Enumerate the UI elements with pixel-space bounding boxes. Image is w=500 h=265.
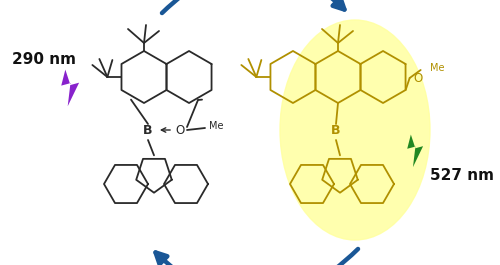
- Text: 527 nm: 527 nm: [430, 167, 494, 183]
- Text: Me: Me: [209, 121, 223, 131]
- Text: 290 nm: 290 nm: [12, 52, 76, 68]
- Text: O: O: [176, 123, 184, 136]
- Text: Me: Me: [430, 63, 445, 73]
- Polygon shape: [407, 135, 423, 167]
- Text: O: O: [413, 72, 422, 85]
- FancyArrowPatch shape: [162, 0, 344, 13]
- FancyArrowPatch shape: [156, 249, 358, 265]
- Text: B: B: [331, 123, 341, 136]
- Polygon shape: [61, 70, 79, 106]
- Ellipse shape: [280, 20, 430, 240]
- Text: B: B: [144, 123, 153, 136]
